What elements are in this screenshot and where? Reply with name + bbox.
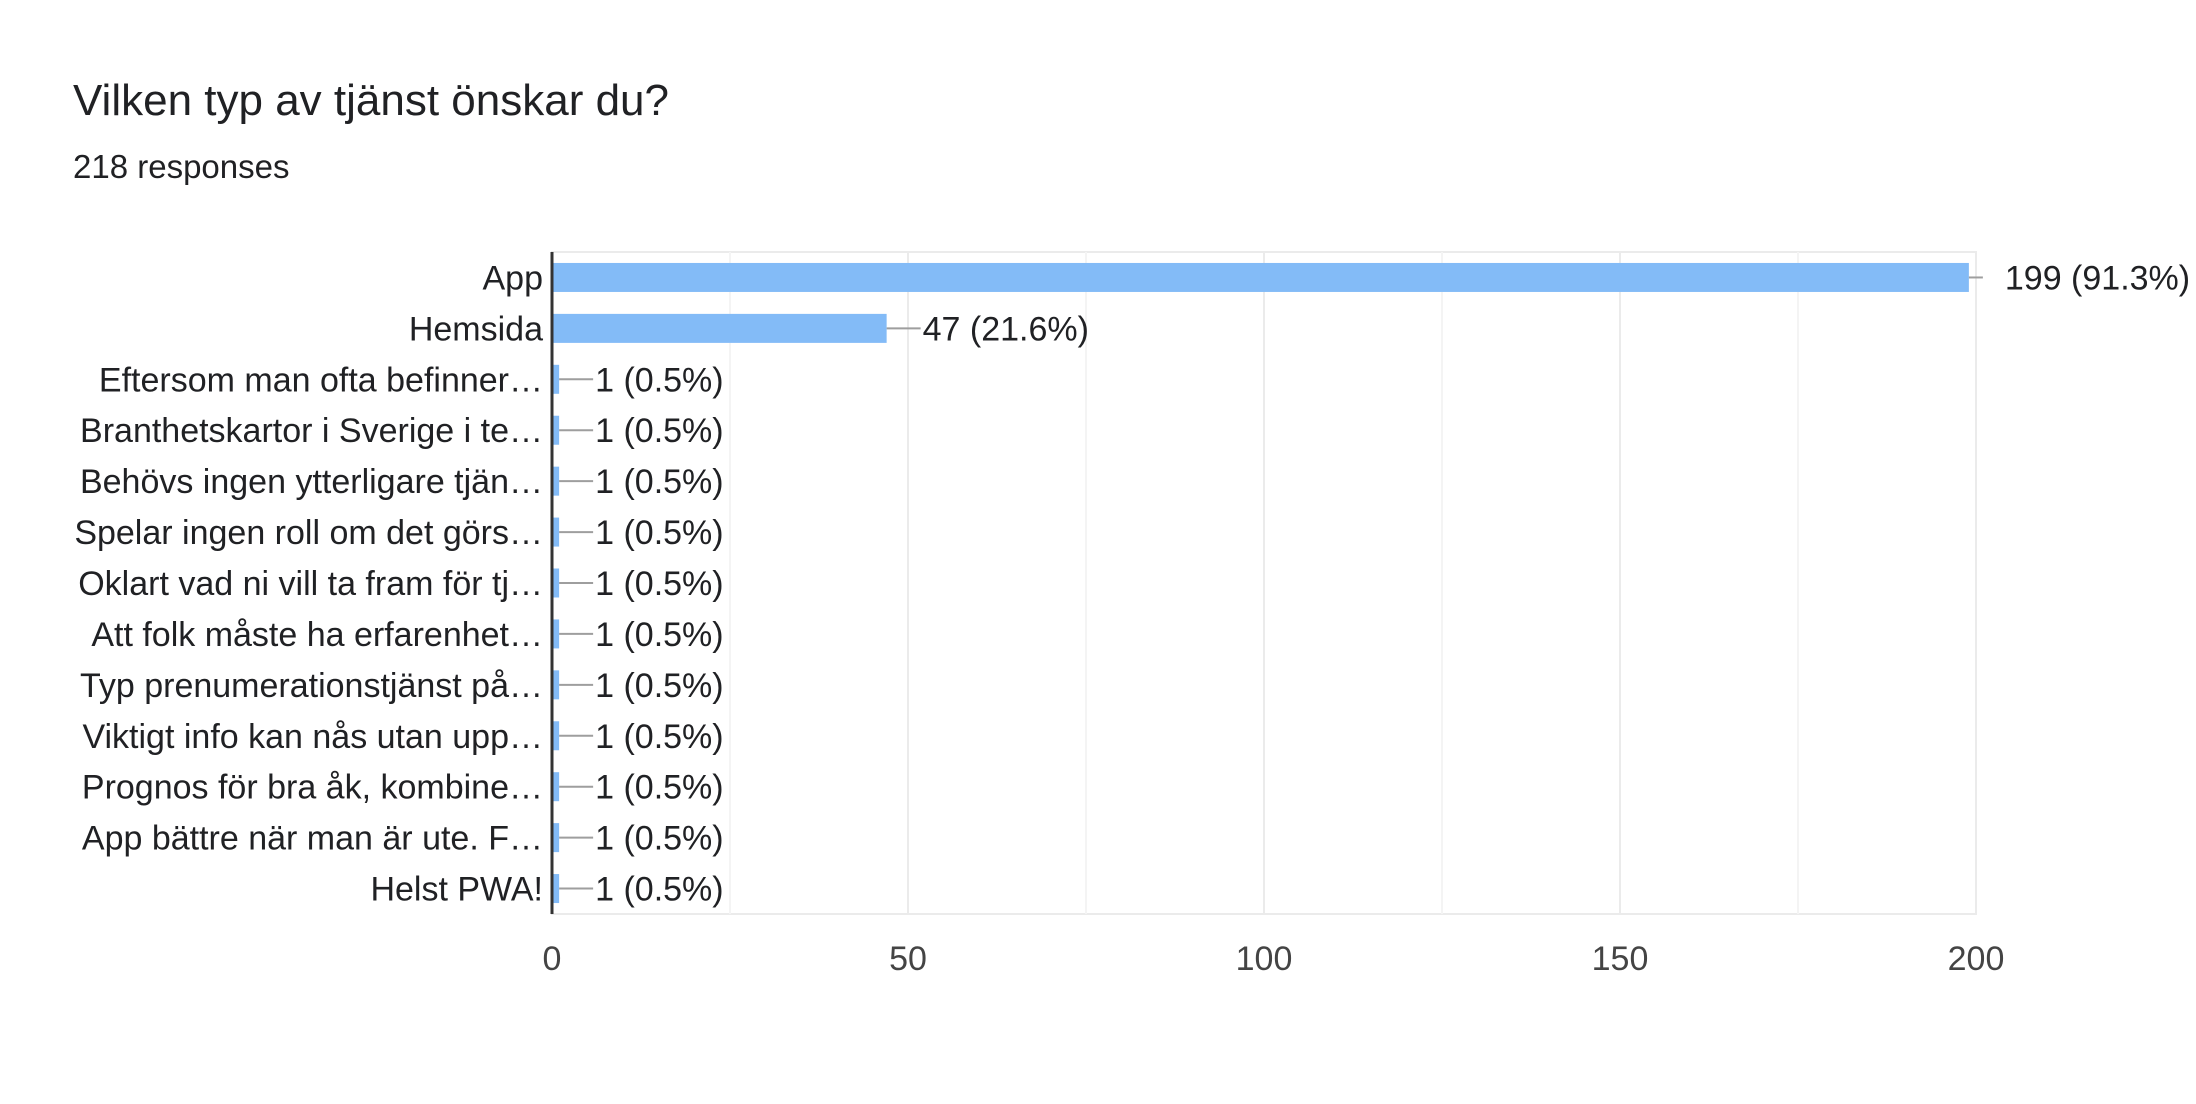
category-label: Typ prenumerationstjänst på… [80, 667, 543, 705]
bar [552, 568, 560, 598]
data-label: 1 (0.5%) [595, 463, 724, 501]
data-label: 47 (21.6%) [923, 310, 1089, 348]
bar [552, 670, 560, 700]
category-label: Att folk måste ha erfarenhet… [91, 616, 543, 654]
data-label: 1 (0.5%) [595, 514, 724, 552]
category-label: App bättre när man är ute. F… [82, 820, 543, 858]
data-label: 1 (0.5%) [595, 769, 724, 807]
bar [552, 772, 560, 802]
x-tick-label: 100 [1236, 940, 1293, 978]
data-label: 199 (91.3%) [2005, 259, 2190, 297]
data-label: 1 (0.5%) [595, 361, 724, 399]
category-label: Behövs ingen ytterligare tjän… [80, 463, 543, 501]
category-label: Branthetskartor i Sverige i te… [80, 412, 543, 450]
bar [552, 313, 887, 343]
response-count: 218 responses [73, 148, 290, 185]
category-label: Spelar ingen roll om det görs… [74, 514, 543, 552]
bar [552, 823, 560, 853]
data-label: 1 (0.5%) [595, 820, 724, 858]
category-label: Viktigt info kan nås utan upp… [82, 718, 543, 756]
data-label: 1 (0.5%) [595, 667, 724, 705]
bar [552, 364, 560, 394]
bar [552, 874, 560, 904]
data-label: 1 (0.5%) [595, 718, 724, 756]
bar [552, 262, 1969, 292]
data-label: 1 (0.5%) [595, 616, 724, 654]
x-tick-label: 0 [543, 940, 562, 978]
category-label: App [483, 259, 544, 297]
bar [552, 517, 560, 547]
bar [552, 619, 560, 649]
bar [552, 721, 560, 751]
data-label: 1 (0.5%) [595, 565, 724, 603]
category-label: Eftersom man ofta befinner… [99, 361, 543, 399]
category-label: Helst PWA! [370, 871, 543, 909]
data-label: 1 (0.5%) [595, 871, 724, 909]
data-label: 1 (0.5%) [595, 412, 724, 450]
category-label: Prognos för bra åk, kombine… [82, 769, 543, 807]
x-tick-label: 200 [1948, 940, 2005, 978]
category-label: Oklart vad ni vill ta fram för tj… [78, 565, 543, 603]
x-tick-label: 50 [889, 940, 927, 978]
category-label: Hemsida [409, 310, 543, 348]
x-tick-label: 150 [1592, 940, 1649, 978]
bar [552, 466, 560, 496]
bar [552, 415, 560, 445]
chart-title: Vilken typ av tjänst önskar du? [73, 76, 669, 125]
